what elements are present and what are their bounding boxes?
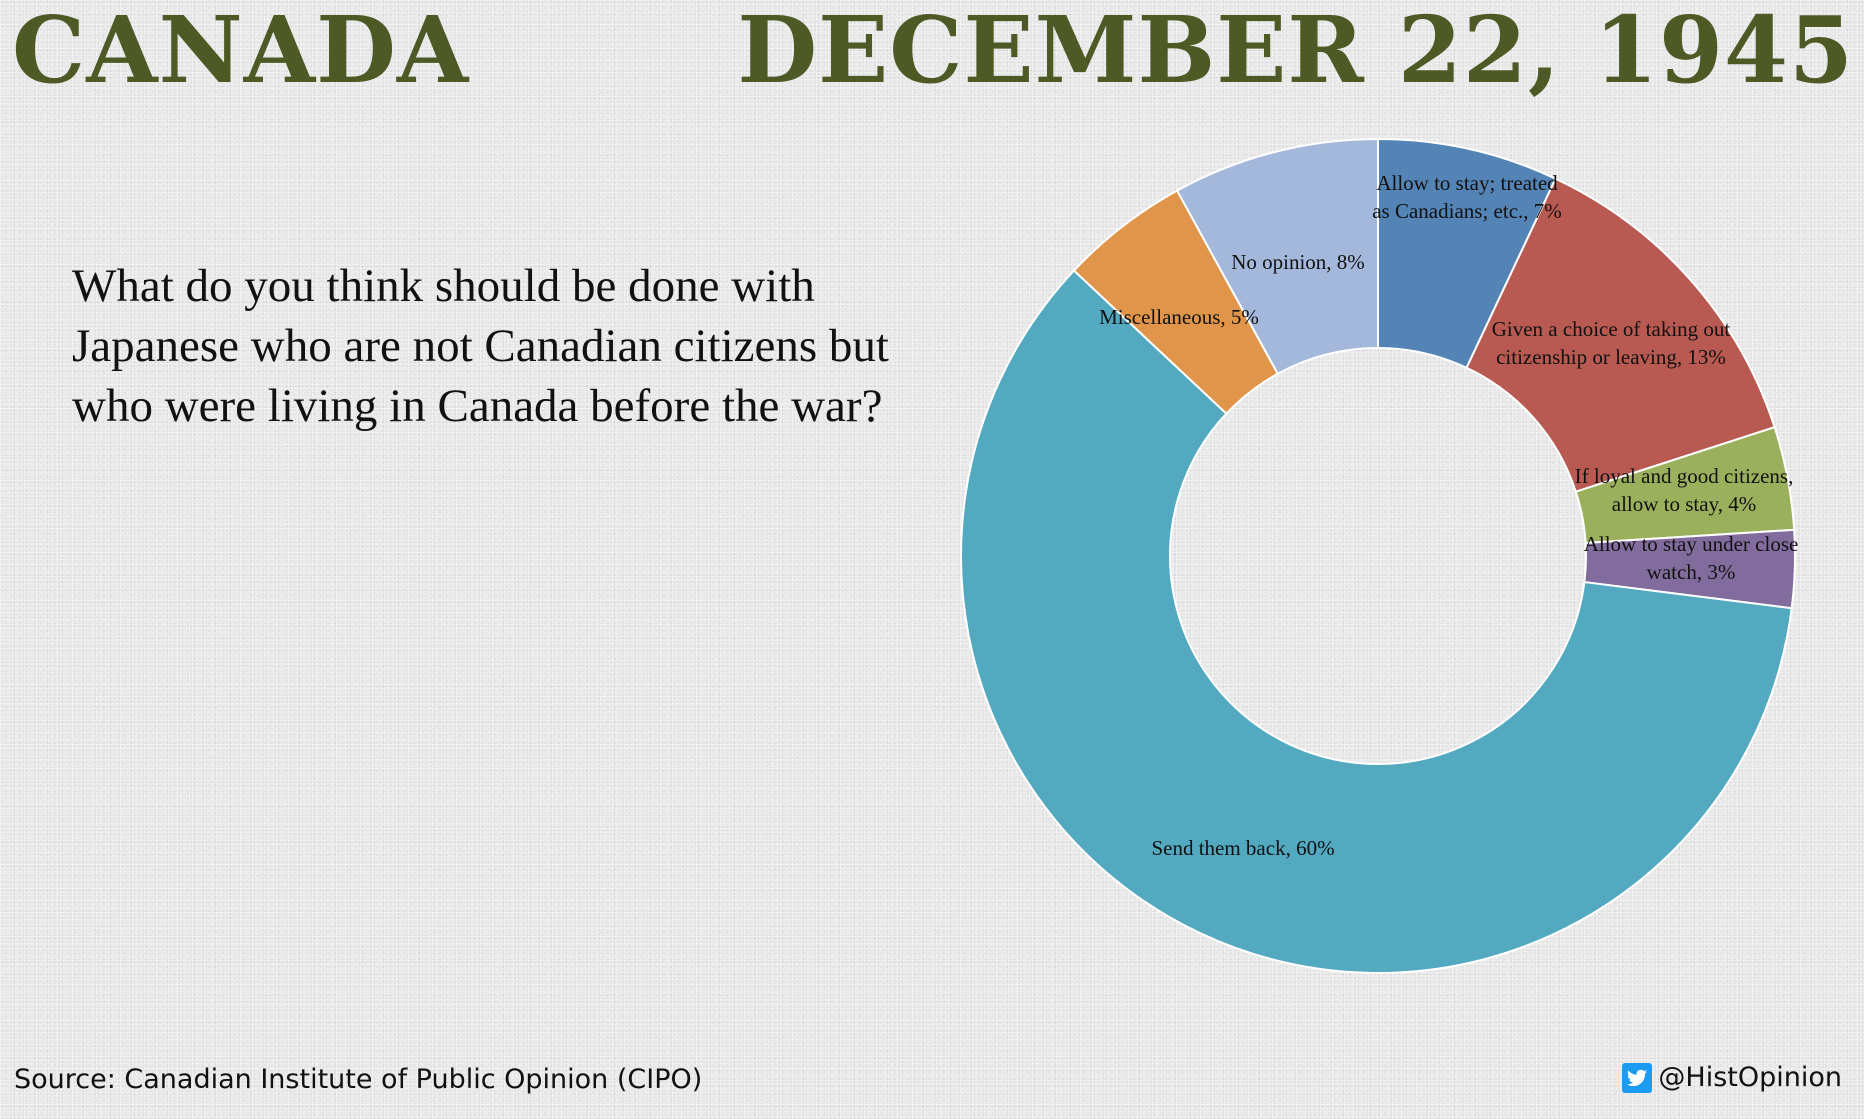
date-title: DECEMBER 22, 1945 xyxy=(737,0,1854,104)
source-note: Source: Canadian Institute of Public Opi… xyxy=(14,1064,703,1095)
social-handle: @HistOpinion xyxy=(1622,1062,1842,1093)
slice-label-miscellaneous: Miscellaneous, 5% xyxy=(1099,305,1259,329)
slice-label-send-them-back: Send them back, 60% xyxy=(1151,836,1334,860)
slice-label-if-loyal-and-good-citizens-allow-to-stay: If loyal and good citizens, allow to stay… xyxy=(1575,464,1794,516)
handle-text: @HistOpinion xyxy=(1658,1062,1842,1093)
slice-given-a-choice-of-taking-out-citizenship-or-leaving xyxy=(1465,177,1776,493)
survey-question: What do you think should be done with Ja… xyxy=(72,260,889,432)
country-title: CANADA xyxy=(12,0,470,104)
slice-send-them-back xyxy=(960,269,1793,974)
slice-no-opinion xyxy=(1175,137,1379,376)
slice-label-no-opinion: No opinion, 8% xyxy=(1231,250,1365,274)
slice-label-allow-to-stay-under-close-watch: Allow to stay under close watch, 3% xyxy=(1584,532,1799,584)
slice-label-given-a-choice-of-taking-out-citizenship-or-leaving: Given a choice of taking out citizenship … xyxy=(1492,317,1731,369)
twitter-bird-icon xyxy=(1622,1062,1653,1093)
slice-label-allow-to-stay-treated-as-canadians-etc: Allow to stay; treated as Canadians; etc.… xyxy=(1372,171,1562,223)
